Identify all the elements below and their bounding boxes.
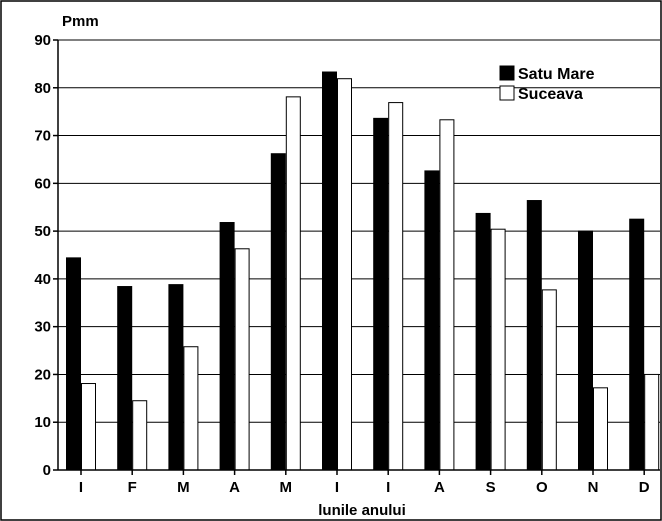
x-tick-label: N	[588, 479, 599, 496]
bar-suceava	[285, 96, 301, 471]
y-tick-label: 20	[34, 366, 51, 383]
x-tick-label: I	[335, 479, 339, 496]
bar-satu-mare	[66, 257, 81, 471]
x-tick-label: O	[536, 479, 548, 496]
bar-satu-mare	[219, 222, 235, 471]
bar-satu-mare	[578, 230, 593, 471]
y-tick-label: 40	[34, 271, 51, 288]
bar-satu-mare	[629, 218, 645, 471]
x-tick-label: S	[486, 479, 496, 496]
bar-satu-mare	[526, 200, 542, 471]
bar-suceava	[388, 102, 404, 471]
y-tick-label: 80	[34, 80, 51, 97]
bar-suceava	[337, 78, 352, 471]
bar-satu-mare	[475, 212, 491, 471]
bar-satu-mare	[373, 117, 389, 471]
x-tick-label: I	[79, 479, 83, 496]
bar-satu-mare	[270, 153, 286, 471]
bar-satu-mare	[168, 284, 184, 471]
legend-label-suceava: Suceava	[518, 86, 583, 103]
bar-suceava	[593, 387, 608, 471]
bar-suceava	[541, 289, 557, 471]
x-tick-label: F	[128, 479, 137, 496]
y-tick-label: 30	[34, 319, 51, 336]
y-tick-label: 0	[43, 462, 51, 479]
bar-suceava	[490, 228, 506, 471]
legend-swatch-satu-mare	[499, 65, 515, 81]
bar-suceava	[234, 248, 250, 471]
bar-suceava	[81, 383, 96, 471]
y-tick-label: 90	[34, 32, 51, 49]
x-tick-label: A	[229, 479, 240, 496]
y-tick-label: 60	[34, 175, 51, 192]
bars	[66, 71, 660, 471]
x-tick-label: I	[386, 479, 390, 496]
x-tick-label: M	[280, 479, 293, 496]
legend-label-satu-mare: Satu Mare	[518, 66, 595, 83]
bar-suceava	[644, 373, 660, 471]
y-tick-label: 50	[34, 223, 51, 240]
gridlines	[58, 39, 660, 423]
x-axis-title: lunile anului	[318, 502, 406, 519]
legend-swatch-suceava	[499, 85, 515, 101]
y-axis-title: Pmm	[62, 13, 99, 30]
bar-satu-mare	[424, 170, 440, 471]
y-tick-label: 10	[34, 414, 51, 431]
bar-satu-mare	[322, 71, 337, 471]
x-tick-label: D	[639, 479, 650, 496]
axes	[53, 39, 660, 475]
tick-labels: 0 10 20 30 40 50 60 70 80 90 I F M A M I I A S O N D	[34, 32, 649, 496]
x-tick-label: M	[177, 479, 190, 496]
legend: Satu Mare Suceava	[499, 65, 595, 103]
x-tick-label: A	[434, 479, 445, 496]
bar-satu-mare	[117, 286, 133, 471]
y-tick-label: 70	[34, 128, 51, 145]
bar-suceava	[439, 119, 455, 471]
bar-suceava	[183, 346, 199, 471]
bar-suceava	[132, 400, 148, 471]
